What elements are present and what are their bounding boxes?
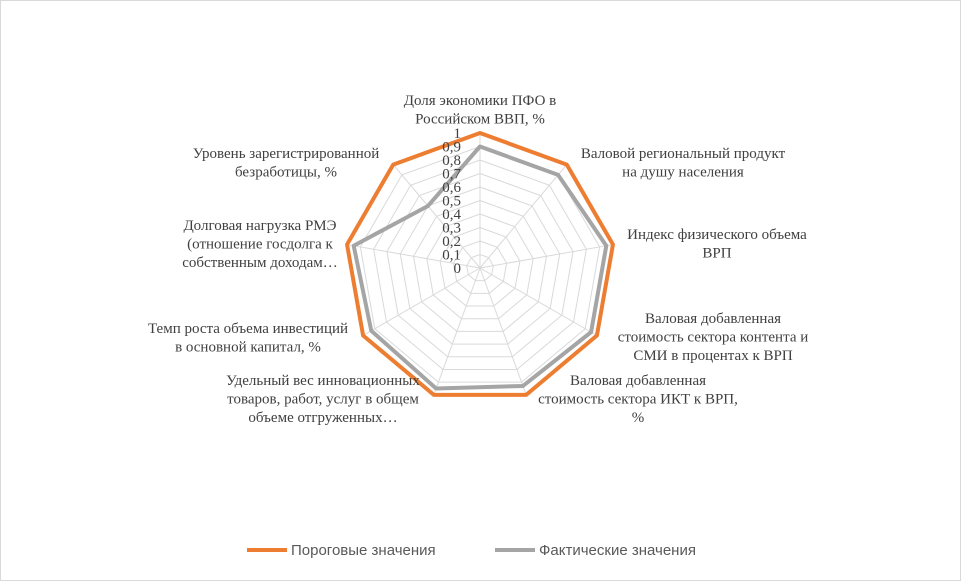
grid-ring: [359, 145, 601, 383]
r-tick-label: 0,1: [442, 248, 461, 264]
series-line: [351, 144, 609, 391]
spoke: [479, 244, 614, 269]
grid-ring: [439, 226, 521, 307]
r-tick-label: 1: [454, 126, 462, 142]
spoke: [362, 267, 481, 336]
r-tick-label: 0,2: [442, 234, 461, 250]
r-tick-label: 0,3: [442, 221, 461, 237]
axis-label: Удельный вес инновационных товаров, работ…: [226, 373, 420, 426]
r-tick-label: 0,6: [442, 180, 461, 196]
r-tick-label: 0,8: [442, 153, 461, 169]
spoke: [433, 267, 481, 396]
r-tick-label: 0,5: [442, 194, 461, 210]
series-line: [345, 131, 615, 397]
legend-label: Фактические значения: [539, 542, 696, 559]
grid-ring: [386, 172, 574, 358]
r-tick-label: 0,4: [442, 207, 461, 223]
axis-label: Индекс физического объема ВРП: [627, 227, 807, 262]
axis-label: Уровень зарегистрированной безработицы, %: [193, 146, 380, 181]
spoke: [392, 164, 481, 269]
grid-ring: [373, 159, 587, 370]
axis-label: Доля экономики ПФО в Российском ВВП, %: [404, 93, 557, 128]
axis-label: Долговая нагрузка РМЭ (отношение госдолга…: [182, 218, 338, 271]
grid-ring: [426, 213, 534, 320]
axis-label: Валовая добавленная стоимость сектора ИКТ…: [538, 373, 738, 426]
legend-label: Пороговые значения: [291, 542, 436, 559]
grid-ring: [399, 186, 561, 345]
spoke: [479, 267, 598, 336]
axis-label: Валовой региональный продукт на душу насе…: [581, 146, 786, 181]
spoke: [479, 267, 527, 396]
grid-ring: [466, 253, 494, 282]
r-tick-label: 0,9: [442, 140, 461, 156]
r-tick-label: 0,7: [442, 167, 461, 183]
grid-ring: [452, 240, 508, 294]
spoke: [479, 164, 568, 269]
grid-ring: [413, 199, 547, 332]
axis-label: Валовая добавленная стоимость сектора кон…: [618, 311, 809, 364]
spoke: [346, 244, 481, 269]
axis-label: Темп роста объема инвестиций в основной к…: [148, 321, 348, 356]
r-tick-label: 0: [454, 261, 462, 277]
